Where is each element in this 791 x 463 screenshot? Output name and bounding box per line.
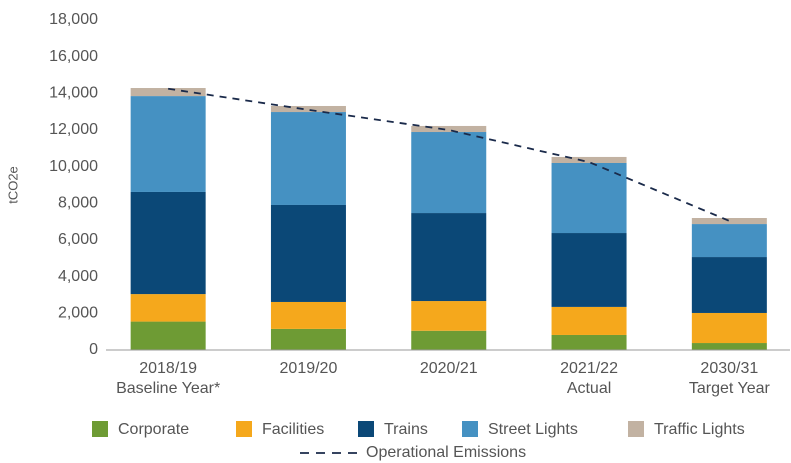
x-tick-label: 2030/31 (700, 360, 758, 377)
y-axis-label: tCO2e (5, 166, 20, 204)
bar-segment (551, 233, 627, 307)
bar-segment (270, 301, 346, 329)
legend-swatch (236, 421, 252, 437)
legend-swatch (358, 421, 374, 437)
bar-segment (691, 224, 767, 258)
y-tick-label: 14,000 (49, 85, 98, 102)
x-tick-label: 2019/20 (280, 360, 338, 377)
x-tick-label: Target Year (689, 380, 771, 397)
bar-segment (130, 191, 206, 295)
legend-swatch (462, 421, 478, 437)
bar-segment (130, 88, 206, 97)
bar-segment (411, 132, 487, 214)
bar-segment (411, 125, 487, 133)
y-tick-label: 10,000 (49, 158, 98, 175)
legend-label: Trains (384, 421, 428, 438)
x-tick-label: 2020/21 (420, 360, 478, 377)
bar-segment (551, 163, 627, 234)
y-tick-label: 12,000 (49, 121, 98, 138)
bar-segment (270, 328, 346, 350)
bar-segment (411, 213, 487, 302)
bar-segment (130, 321, 206, 350)
y-tick-label: 2,000 (58, 305, 98, 322)
x-tick-label: 2021/22 (560, 360, 618, 377)
y-tick-label: 0 (89, 341, 98, 358)
bar-segment (691, 257, 767, 313)
line-series (168, 87, 730, 222)
y-tick-label: 6,000 (58, 231, 98, 248)
x-tick-label: Actual (567, 380, 611, 397)
legend-label: Corporate (118, 421, 189, 438)
x-tick-label: Baseline Year* (116, 380, 220, 397)
x-tick-label: 2018/19 (139, 360, 197, 377)
legend-swatch (92, 421, 108, 437)
bar-segment (270, 204, 346, 302)
legend-label: Facilities (262, 421, 324, 438)
legend-label: Street Lights (488, 421, 578, 438)
bar-segment (691, 218, 767, 225)
legend-label: Traffic Lights (654, 421, 745, 438)
y-tick-label: 4,000 (58, 268, 98, 285)
bar-segment (270, 105, 346, 113)
bar-segment (551, 306, 627, 335)
bar-segment (691, 312, 767, 344)
bar-segment (691, 343, 767, 350)
bar-segment (130, 294, 206, 322)
bar-segment (551, 156, 627, 163)
bar-segment (411, 301, 487, 331)
bar-segment (270, 112, 346, 205)
bar-segment (551, 334, 627, 350)
bar-segment (411, 330, 487, 350)
bar-segment (130, 96, 206, 192)
y-tick-label: 16,000 (49, 48, 98, 65)
legend-swatch (628, 421, 644, 437)
y-tick-label: 18,000 (49, 11, 98, 28)
legend-label: Operational Emissions (366, 444, 526, 461)
y-tick-label: 8,000 (58, 195, 98, 212)
